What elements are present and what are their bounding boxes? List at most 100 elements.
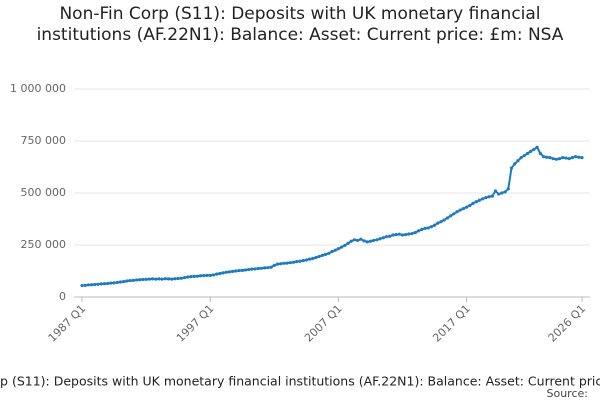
x-tick-label: 1987 Q1 [46,302,89,345]
point [432,223,437,227]
point [301,259,305,263]
point [372,238,376,243]
point [218,271,222,276]
chart-title: Non-Fin Corp (S11): Deposits with UK mon… [36,4,564,45]
point [243,268,248,272]
y-tick-label: 750 000 [21,134,67,147]
point [195,274,199,278]
point [445,216,449,220]
point [160,277,164,281]
point [461,207,466,211]
point [573,155,578,159]
point [237,268,241,273]
point [221,271,225,275]
caption: Non-Fin Corp (S11): Deposits with UK mon… [0,374,600,389]
point [465,205,469,209]
point [564,156,568,160]
point [227,270,232,274]
point [112,281,116,285]
point [333,248,337,252]
point [336,247,341,251]
point [275,262,280,266]
point [375,238,379,242]
point [509,166,514,170]
point [413,230,417,235]
x-tick-label: 1997 Q1 [174,302,217,345]
point [538,151,542,156]
point [170,277,174,281]
point [400,233,405,237]
line [81,145,583,287]
point [439,220,443,224]
point [141,277,145,282]
y-tick-label: 250 000 [21,238,67,251]
point [186,275,190,279]
point [205,273,209,277]
point [109,281,113,285]
point [198,274,203,278]
point [397,232,401,236]
point [551,157,555,161]
point [394,233,398,237]
point [356,238,360,243]
point [452,212,456,216]
point [208,273,212,277]
point [102,282,107,286]
point [330,250,334,254]
point [323,252,328,256]
point [554,157,558,161]
point [500,191,504,195]
x-tick-label: 2007 Q1 [302,302,345,345]
point [224,270,228,274]
point [506,187,510,191]
point [131,278,135,282]
point [404,233,408,237]
point [474,200,478,204]
point [240,268,244,272]
point [388,234,392,238]
point [368,239,373,243]
point [490,194,494,198]
y-tick-label: 0 [59,290,66,303]
point [320,253,324,257]
point [86,283,91,287]
point [436,221,440,225]
point [317,254,321,259]
point [166,277,171,281]
point [557,157,562,161]
point [128,278,132,283]
point [144,277,148,281]
point [211,273,216,277]
point [349,239,353,243]
point [429,225,433,229]
point [359,237,363,241]
point [304,258,308,262]
point [247,267,251,272]
source: Source: [547,387,589,400]
point [115,280,119,285]
point [154,277,158,281]
point [179,276,183,280]
point [458,208,462,212]
point [80,283,84,288]
point [532,147,536,151]
point [352,238,357,242]
point [215,272,219,276]
point [311,256,315,261]
point [259,266,264,270]
point [503,190,507,194]
point [173,277,177,281]
point [93,282,97,287]
point [362,239,366,243]
point [122,280,126,284]
point [134,278,139,282]
point [147,277,151,281]
point [497,192,501,196]
point [516,159,520,163]
point [522,153,526,158]
point [307,257,312,261]
point [365,240,369,244]
point [561,156,565,160]
point [298,259,302,263]
